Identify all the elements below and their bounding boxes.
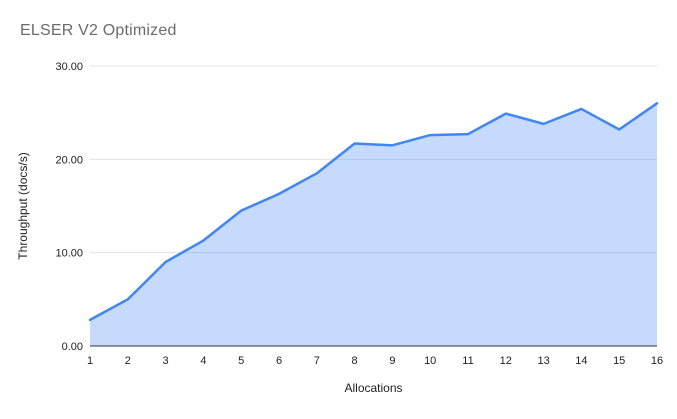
- x-tick-label: 3: [163, 355, 169, 367]
- x-tick-label: 7: [314, 355, 320, 367]
- y-axis-title: Throughput (docs/s): [16, 152, 30, 259]
- x-tick-label: 2: [125, 355, 131, 367]
- chart-title: ELSER V2 Optimized: [20, 22, 177, 39]
- area-fill: [90, 103, 657, 346]
- x-tick-label: 5: [238, 355, 244, 367]
- x-tick-label: 1: [87, 355, 93, 367]
- x-tick-label: 15: [613, 355, 625, 367]
- y-tick-label: 10.00: [55, 248, 83, 260]
- x-tick-label: 6: [276, 355, 282, 367]
- y-tick-labels: 0.00 10.00 20.00 30.00: [55, 61, 83, 353]
- x-tick-label: 9: [389, 355, 395, 367]
- x-tick-label: 13: [537, 355, 549, 367]
- y-tick-label: 0.00: [62, 341, 83, 353]
- y-tick-label: 20.00: [55, 154, 83, 166]
- x-axis-title: Allocations: [344, 381, 402, 395]
- x-tick-labels: 1 2 3 4 5 6 7 8 9 10 11 12 13 14 15 16: [87, 355, 663, 367]
- x-tick-label: 10: [424, 355, 436, 367]
- x-tick-label: 11: [462, 355, 473, 367]
- x-tick-label: 8: [352, 355, 358, 367]
- x-tick-label: 16: [651, 355, 663, 367]
- x-tick-label: 14: [575, 355, 587, 367]
- x-tick-label: 4: [200, 355, 206, 367]
- series-line: [88, 102, 659, 322]
- x-tick-label: 12: [500, 355, 512, 367]
- y-tick-label: 30.00: [55, 61, 83, 73]
